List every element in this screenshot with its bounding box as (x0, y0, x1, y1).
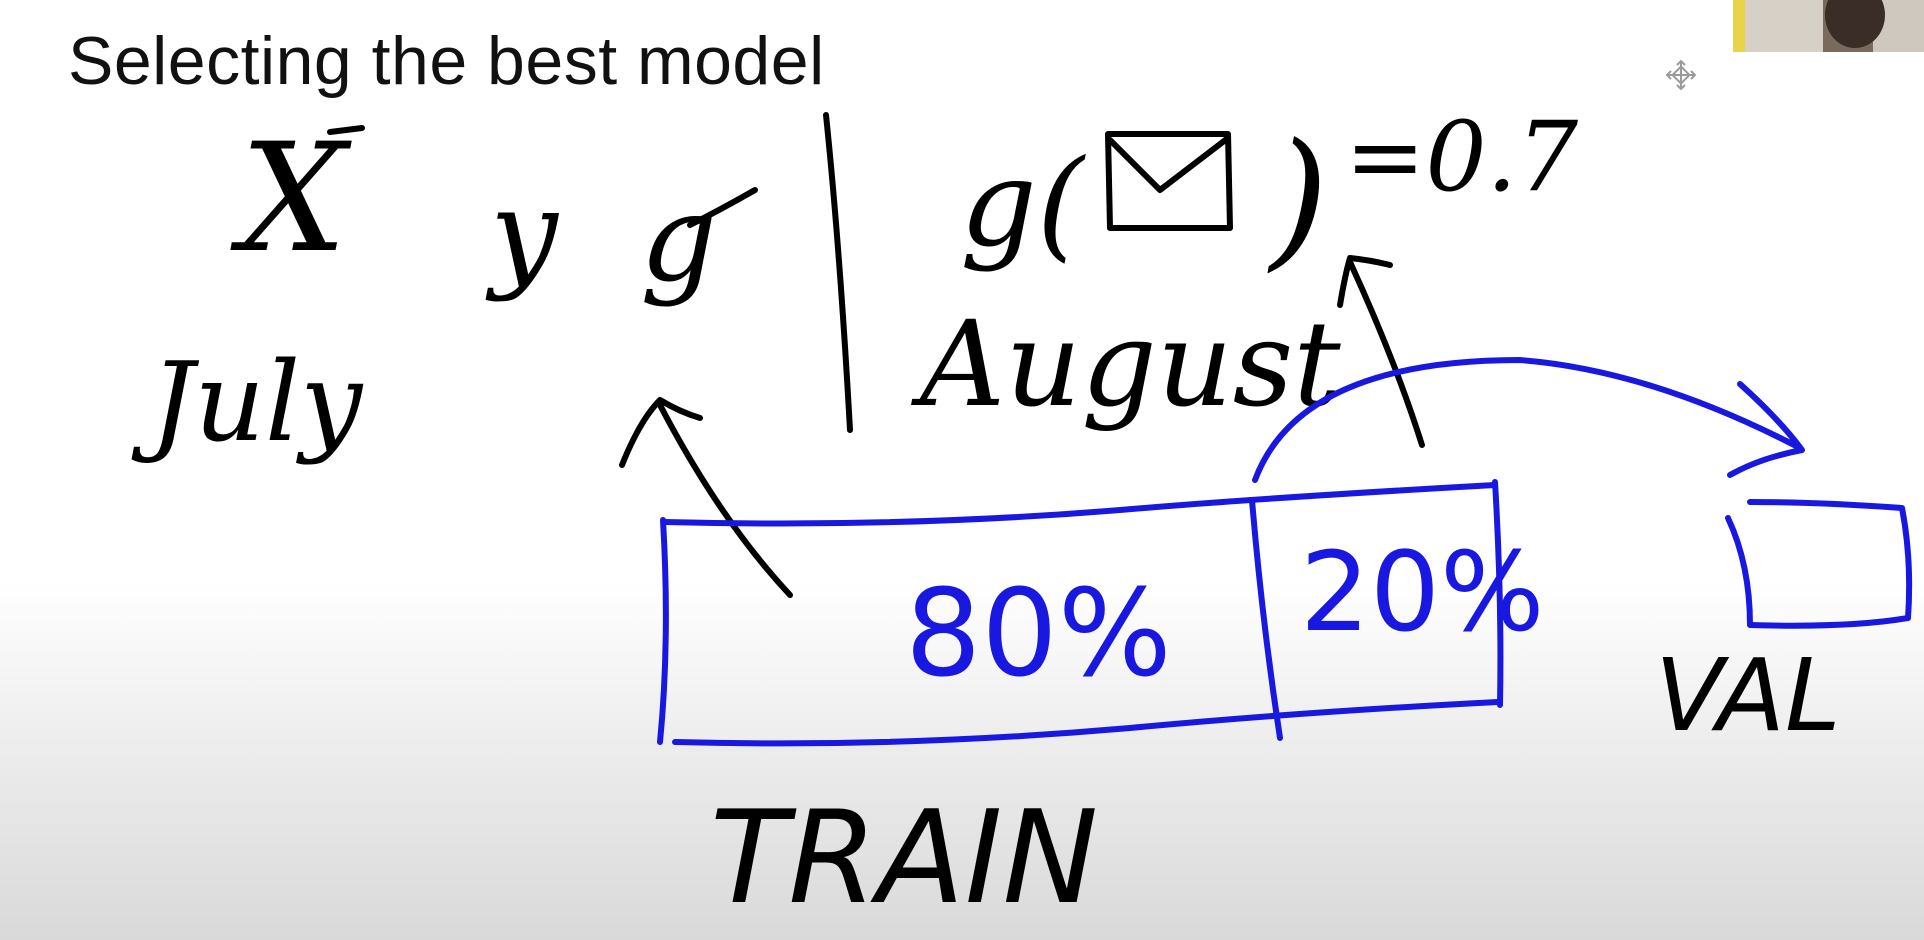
prediction-value: =0.7 (1345, 101, 1578, 213)
x-bar-stroke (327, 125, 365, 135)
arrow-to-g (657, 402, 793, 598)
july-label: July (131, 338, 364, 466)
g-tail-stroke (687, 187, 758, 228)
train-percent: 80% (905, 565, 1172, 704)
y-label: y (485, 165, 560, 304)
val-box (1725, 499, 1913, 629)
presenter-avatar (1825, 0, 1885, 48)
arrow-to-prediction-head (1337, 255, 1393, 308)
move-icon[interactable] (1664, 58, 1698, 92)
train-box (657, 479, 1504, 747)
prediction-close-paren: ) (1267, 112, 1329, 286)
august-label: August (911, 295, 1341, 433)
divider-line (823, 112, 853, 433)
slide-title: Selecting the best model (68, 23, 825, 99)
train-label: TRAIN (710, 784, 1098, 933)
arrow-to-val (1252, 357, 1803, 483)
x-label: X (230, 112, 352, 286)
g-label: g (640, 170, 717, 309)
val-percent: 20% (1300, 528, 1545, 656)
prediction-g: g( (960, 135, 1086, 274)
arrow-to-prediction (1347, 259, 1425, 448)
arrow-to-val-head (1727, 381, 1805, 478)
envelope-icon (1105, 131, 1233, 231)
arrow-to-g-head (619, 397, 703, 468)
webcam-feed (1733, 0, 1924, 52)
val-label: VAL (1655, 637, 1841, 754)
